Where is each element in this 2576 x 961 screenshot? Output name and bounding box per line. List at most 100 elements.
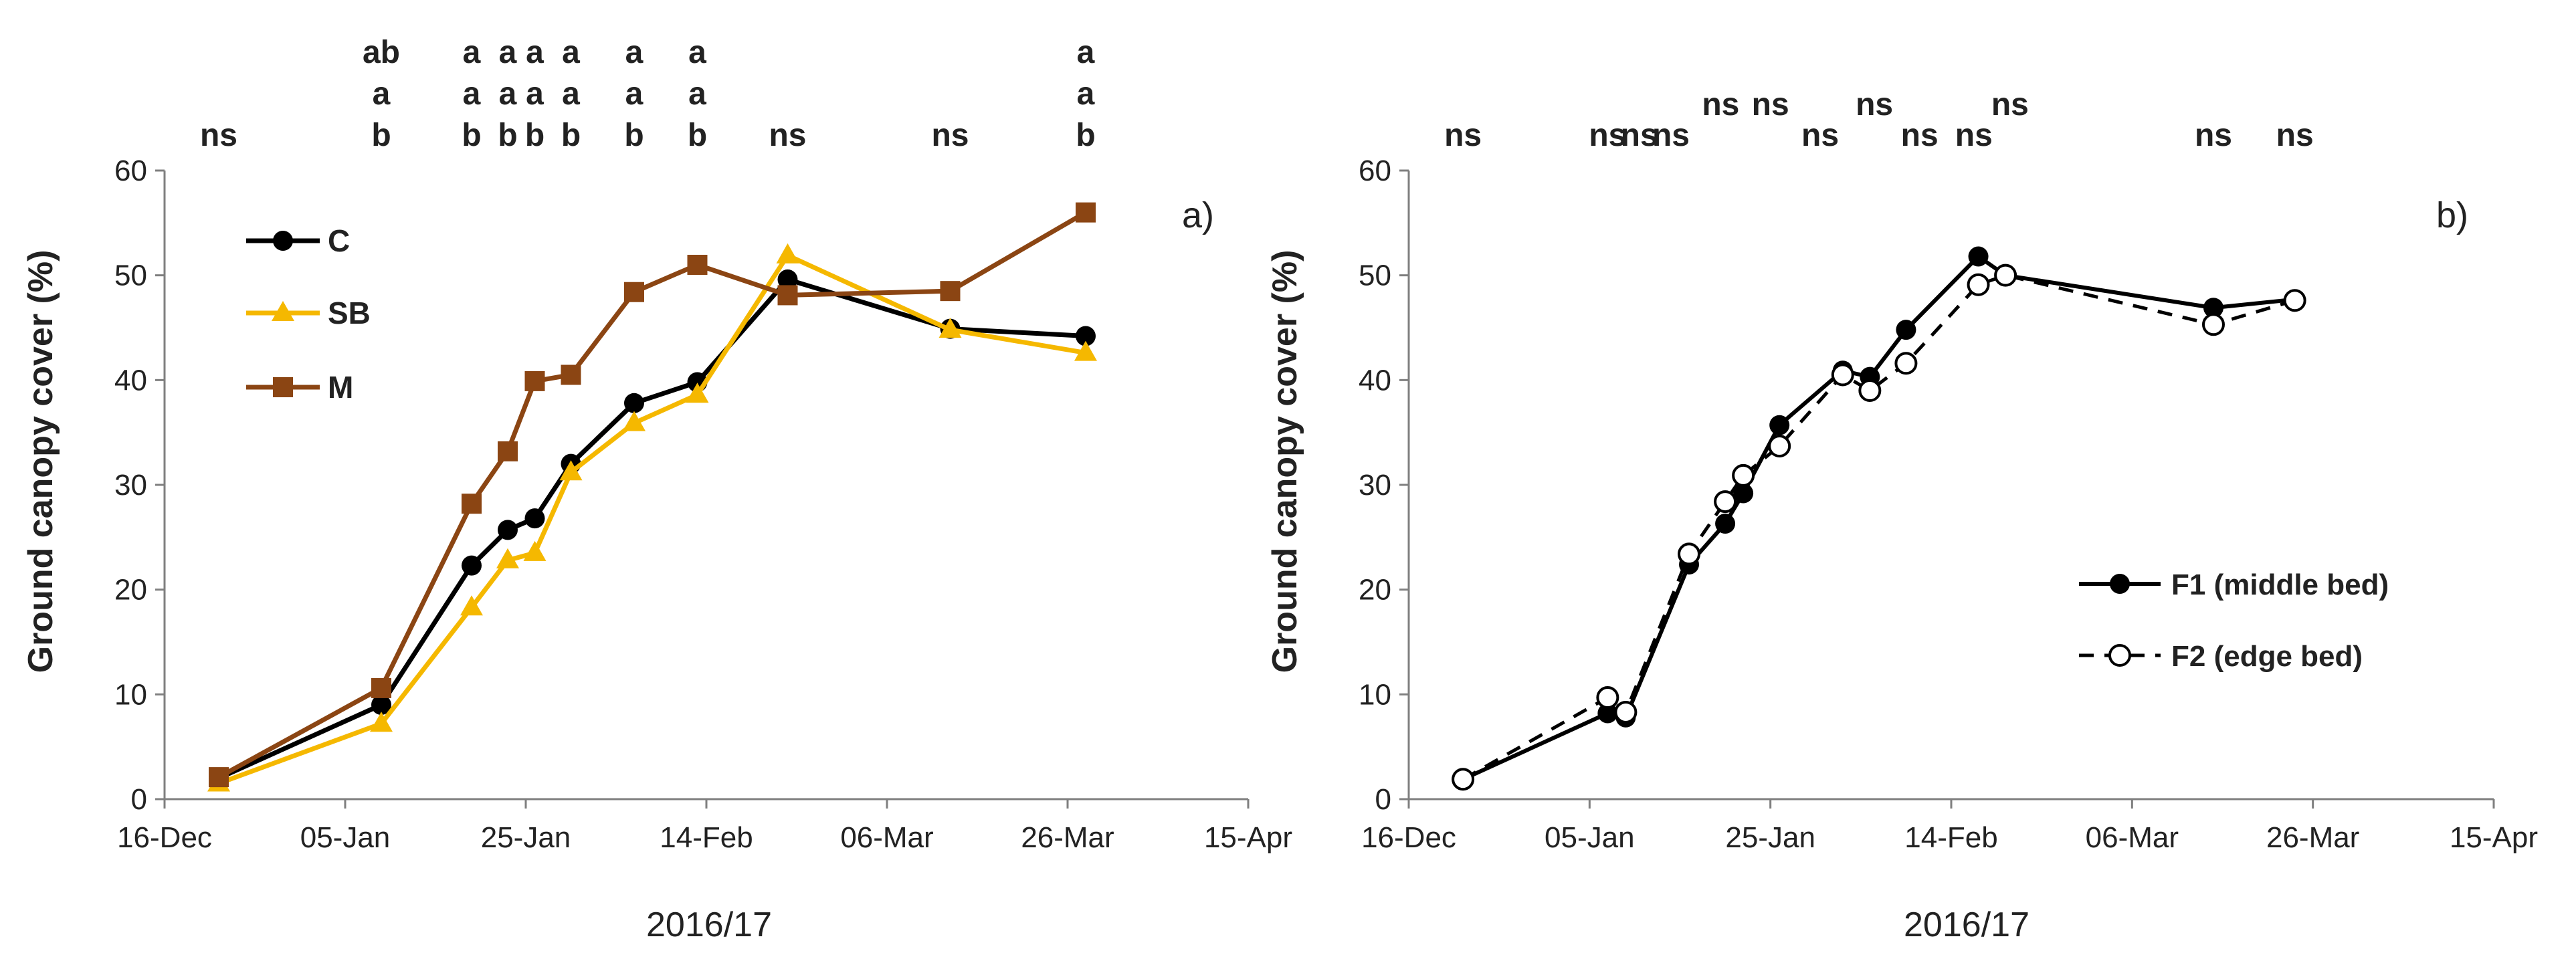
data-point-sb [559, 460, 583, 481]
significance-letter: ns [1901, 118, 1939, 153]
significance-letter: ns [2276, 118, 2314, 153]
y-tick-label: 0 [1375, 783, 1391, 816]
data-point-f2-edge-bed [1994, 263, 2017, 287]
significance-letter: b [624, 118, 643, 153]
data-point-f2-edge-bed [1732, 463, 1755, 487]
panel-b-x-axis-title: 2016/17 [1904, 905, 2029, 944]
y-tick-label: 40 [114, 364, 147, 397]
panel-b-axes: 0 10 20 30 40 50 60 16-Dec 05-Jan 25-Jan 14-Feb 06-… [1359, 154, 2538, 854]
significance-letter: ns [1444, 118, 1482, 153]
data-point-sb [496, 548, 519, 568]
series-line-f2-edge-bed [1462, 274, 2296, 781]
x-tick-label: 05-Jan [1545, 821, 1635, 854]
significance-letter: ns [200, 118, 237, 153]
data-point-f2-edge-bed [2283, 289, 2306, 312]
data-point-f2-edge-bed [1768, 435, 1791, 458]
y-tick-label: 50 [1359, 259, 1391, 292]
data-point-sb [460, 595, 483, 616]
data-point-f2-edge-bed [1967, 273, 1990, 296]
x-tick-label: 26-Mar [2266, 821, 2359, 854]
significance-letter: a [1077, 76, 1095, 112]
legend-f2-label: F2 (edge bed) [2171, 640, 2363, 673]
panel-b-series [1452, 246, 2306, 791]
x-tick-label: 16-Dec [117, 821, 212, 854]
x-tick-label: 14-Feb [660, 821, 753, 854]
data-point-m [462, 494, 482, 514]
x-tick-label: 15-Apr [1204, 821, 1292, 854]
panel-a-x-axis-title: 2016/17 [646, 905, 772, 944]
panel-b-chart: 0 10 20 30 40 50 60 16-Dec 05-Jan 25-Jan 14-Feb 06-… [1266, 87, 2538, 944]
data-point-sb [370, 712, 393, 732]
data-point-sb [776, 243, 799, 263]
legend-f1-marker [2110, 574, 2130, 594]
x-tick-label: 06-Mar [2086, 821, 2179, 854]
data-point-c [777, 269, 798, 290]
legend-item-f2: F2 (edge bed) [2079, 640, 2363, 673]
y-tick-label: 60 [1359, 154, 1391, 187]
significance-letter: a [688, 76, 706, 112]
panel-a-y-axis-title: Ground canopy cover (%) [21, 250, 60, 673]
x-tick-label: 06-Mar [840, 821, 933, 854]
significance-letter: a [688, 35, 706, 70]
significance-letter: a [562, 35, 580, 70]
significance-letter: a [463, 76, 481, 112]
panel-b-label: b) [2436, 195, 2468, 235]
data-point-m [561, 364, 581, 385]
data-point-m [624, 282, 644, 302]
data-point-m [1076, 202, 1096, 223]
significance-letter: a [625, 35, 643, 70]
data-point-f2-edge-bed [1831, 363, 1854, 387]
y-tick-label: 10 [1359, 678, 1391, 711]
significance-letter: a [625, 76, 643, 112]
data-point-f2-edge-bed [2201, 313, 2225, 336]
significance-letter: ns [1955, 118, 1993, 153]
significance-letter: ns [1652, 118, 1690, 153]
y-tick-label: 60 [114, 154, 147, 187]
legend-sb-label: SB [328, 296, 371, 330]
significance-letter: ns [2195, 118, 2232, 153]
data-point-f1-middle-bed [1715, 513, 1736, 534]
data-point-f2-edge-bed [1452, 768, 1475, 791]
y-tick-label: 20 [1359, 574, 1391, 607]
significance-letter: a [1077, 35, 1095, 70]
significance-letter: ab [363, 35, 400, 70]
x-tick-label: 26-Mar [1021, 821, 1114, 854]
data-point-c [498, 520, 518, 540]
data-point-c [371, 695, 391, 715]
y-tick-label: 20 [114, 574, 147, 607]
significance-letter: a [499, 76, 517, 112]
panel-a-legend: C SB M [246, 223, 371, 405]
significance-letter: ns [1856, 87, 1893, 122]
data-point-c [1076, 326, 1096, 346]
data-point-f2-edge-bed [1596, 686, 1619, 710]
significance-letter: ns [1589, 118, 1626, 153]
significance-letter: a [562, 76, 580, 112]
data-point-f2-edge-bed [1714, 490, 1737, 514]
data-point-m [940, 281, 961, 302]
significance-letter: b [561, 118, 581, 153]
legend-c-label: C [328, 223, 350, 258]
y-tick-label: 30 [1359, 469, 1391, 502]
x-tick-label: 15-Apr [2450, 821, 2538, 854]
data-point-f1-middle-bed [1733, 483, 1754, 504]
data-point-sb [623, 411, 646, 431]
data-point-m [371, 677, 391, 698]
significance-letter: a [526, 76, 544, 112]
significance-letter: ns [1702, 87, 1739, 122]
significance-letter: b [525, 118, 544, 153]
legend-f1-label: F1 (middle bed) [2171, 568, 2389, 601]
data-point-f2-edge-bed [1678, 542, 1701, 566]
data-point-f1-middle-bed [1896, 320, 1916, 340]
panel-b-y-axis-title: Ground canopy cover (%) [1266, 250, 1304, 673]
x-tick-label: 25-Jan [1725, 821, 1815, 854]
panel-a-label: a) [1182, 195, 1214, 235]
significance-letter: b [1076, 118, 1095, 153]
data-point-m [209, 767, 229, 788]
significance-letter: ns [769, 118, 806, 153]
data-point-f1-middle-bed [1769, 415, 1790, 435]
data-point-c [524, 508, 545, 529]
x-tick-label: 05-Jan [300, 821, 391, 854]
